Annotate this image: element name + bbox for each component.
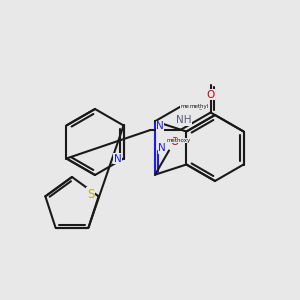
Text: NH: NH (176, 115, 191, 125)
Text: methyl: methyl (189, 104, 208, 109)
Text: N: N (114, 154, 122, 164)
Text: methyl_lbl: methyl_lbl (181, 103, 209, 109)
Text: N: N (156, 121, 164, 131)
Text: N: N (158, 143, 166, 153)
Text: O: O (206, 89, 215, 100)
Text: O: O (170, 137, 178, 147)
Text: S: S (87, 188, 94, 201)
Text: methoxy: methoxy (167, 138, 191, 143)
